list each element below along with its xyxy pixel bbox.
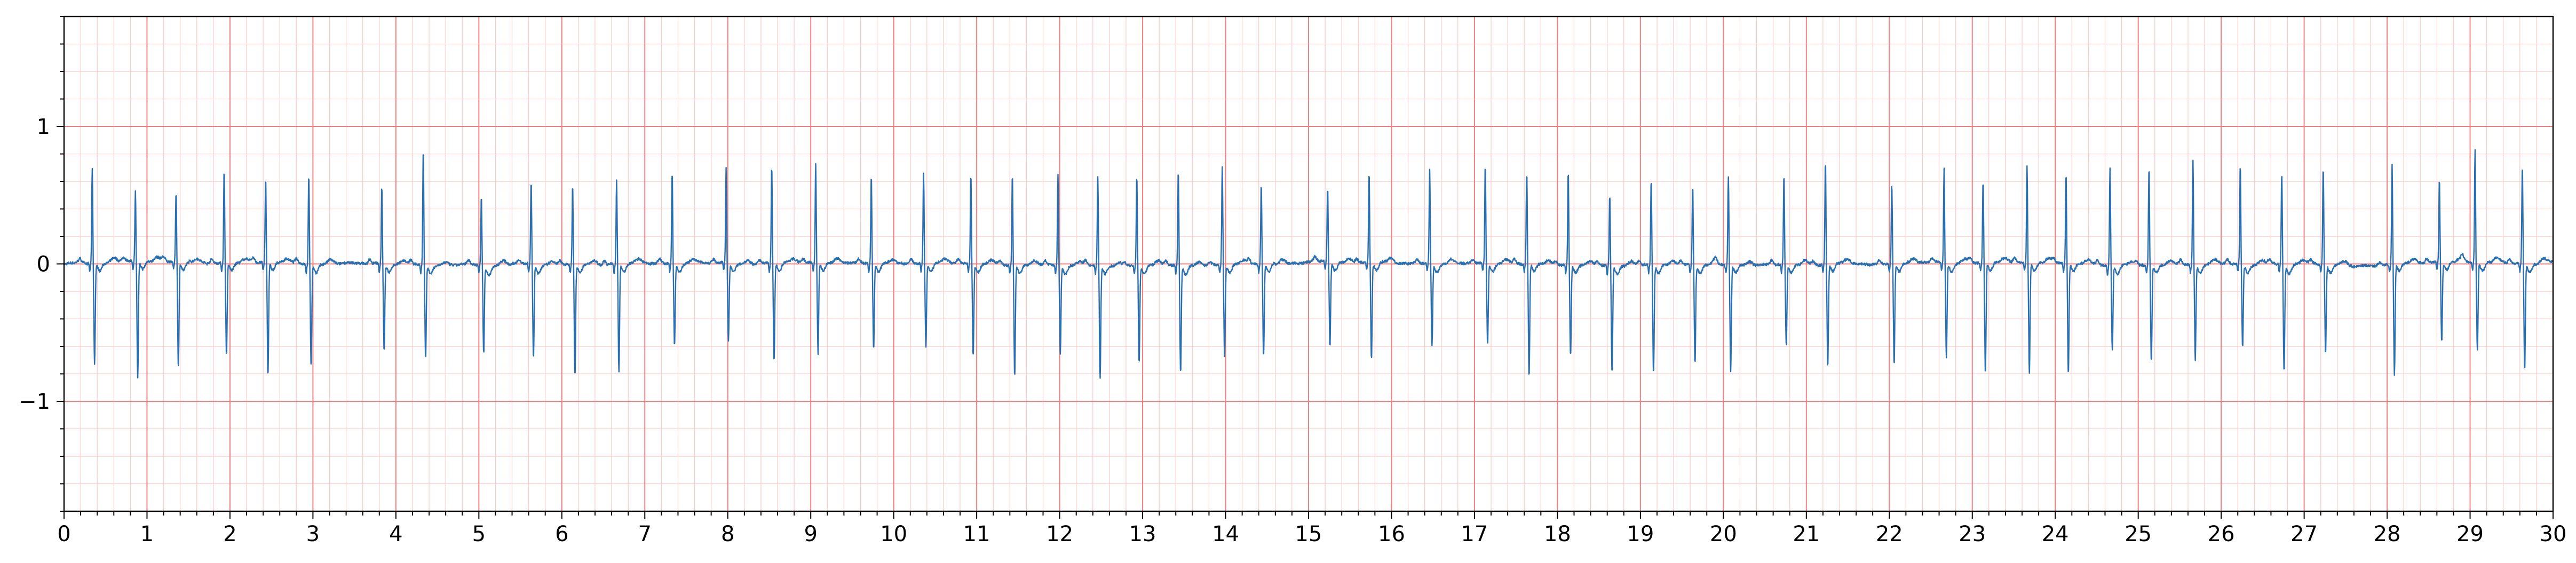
x-tick-label: 18 xyxy=(1544,522,1571,546)
y-tick-label: 0 xyxy=(37,252,50,277)
x-tick-label: 17 xyxy=(1461,522,1488,546)
x-tick-label: 6 xyxy=(555,522,568,546)
x-tick-label: 28 xyxy=(2374,522,2401,546)
x-tick-label: 29 xyxy=(2456,522,2484,546)
x-tick-label: 13 xyxy=(1129,522,1156,546)
x-tick-label: 10 xyxy=(880,522,907,546)
x-axis-tick-labels: 0 1 2 3 4 5 6 7 8 9 10 11 12 13 14 15 16 17 18 19 20 21 22 23 24… xyxy=(57,522,2566,546)
x-tick-label: 7 xyxy=(638,522,652,546)
x-tick-label: 3 xyxy=(306,522,320,546)
x-tick-label: 16 xyxy=(1378,522,1405,546)
x-tick-label: 14 xyxy=(1212,522,1239,546)
x-tick-label: 19 xyxy=(1627,522,1654,546)
x-tick-label: 4 xyxy=(389,522,402,546)
x-tick-label: 1 xyxy=(140,522,154,546)
ecg-signal-line xyxy=(63,149,2554,379)
x-tick-label: 26 xyxy=(2208,522,2235,546)
x-tick-label: 22 xyxy=(1876,522,1903,546)
x-tick-label: 9 xyxy=(804,522,817,546)
axis-ticks xyxy=(57,16,2554,519)
x-tick-label: 0 xyxy=(57,522,70,546)
x-tick-label: 30 xyxy=(2540,522,2567,546)
x-tick-label: 12 xyxy=(1046,522,1073,546)
x-tick-label: 11 xyxy=(963,522,990,546)
y-tick-label: −1 xyxy=(19,390,50,414)
x-tick-label: 5 xyxy=(472,522,486,546)
x-tick-label: 24 xyxy=(2042,522,2069,546)
x-tick-label: 25 xyxy=(2125,522,2152,546)
x-tick-label: 2 xyxy=(223,522,236,546)
x-tick-label: 15 xyxy=(1295,522,1322,546)
x-tick-label: 8 xyxy=(721,522,734,546)
x-tick-label: 27 xyxy=(2290,522,2318,546)
y-tick-label: 1 xyxy=(37,115,50,139)
x-tick-label: 21 xyxy=(1793,522,1820,546)
x-tick-label: 23 xyxy=(1959,522,1986,546)
y-axis-tick-labels: −1 0 1 xyxy=(19,115,50,414)
x-tick-label: 20 xyxy=(1710,522,1737,546)
